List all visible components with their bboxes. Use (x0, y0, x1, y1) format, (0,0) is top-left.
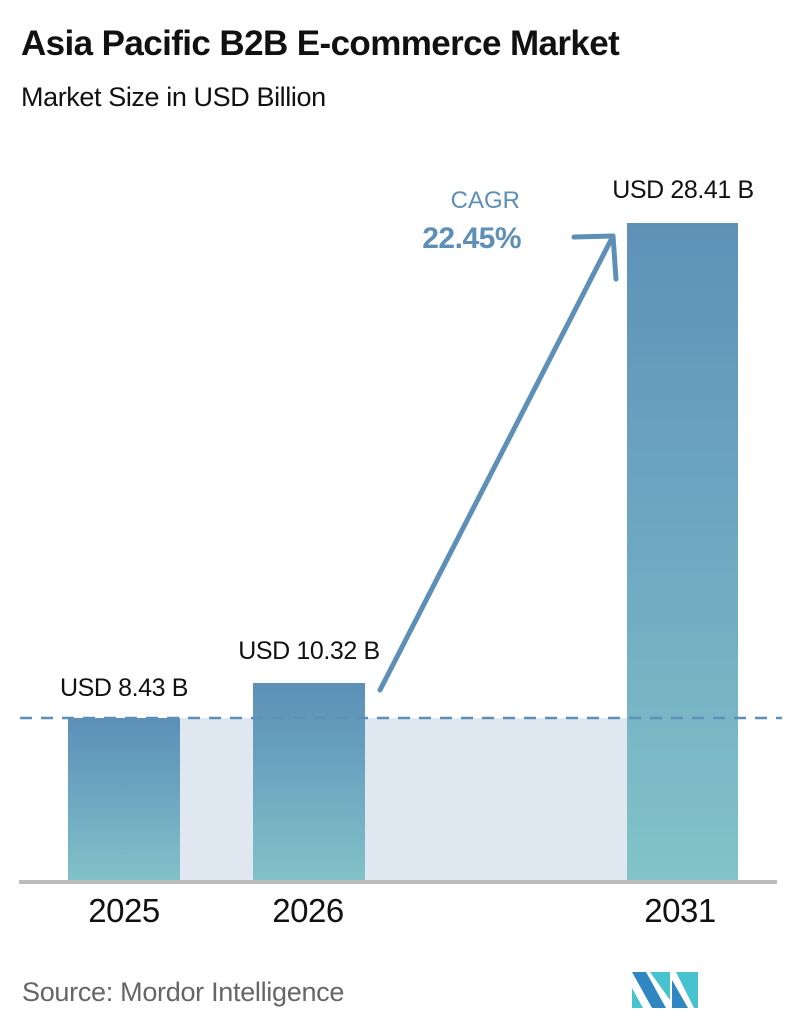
bar-value-label-2031: USD 28.41 B (612, 176, 754, 204)
x-axis-baseline (19, 880, 777, 884)
cagr-value: 22.45% (422, 222, 521, 255)
chart-title: Asia Pacific B2B E-commerce Market (21, 24, 620, 63)
bar-2025 (68, 718, 180, 882)
x-tick-2031: 2031 (644, 892, 716, 929)
x-tick-2026: 2026 (272, 892, 344, 929)
mordor-intelligence-logo-icon (632, 972, 698, 1008)
chart-subtitle: Market Size in USD Billion (21, 82, 326, 112)
bar-value-label-2025: USD 8.43 B (59, 674, 188, 702)
bar-2031 (627, 223, 738, 882)
cagr-label: CAGR (450, 187, 520, 214)
bar-2026 (253, 683, 365, 882)
cagr-arrow-icon (377, 233, 619, 693)
source-text: Source: Mordor Intelligence (22, 977, 345, 1007)
bar-value-label-2026: USD 10.32 B (238, 637, 380, 665)
x-tick-2025: 2025 (88, 892, 160, 929)
